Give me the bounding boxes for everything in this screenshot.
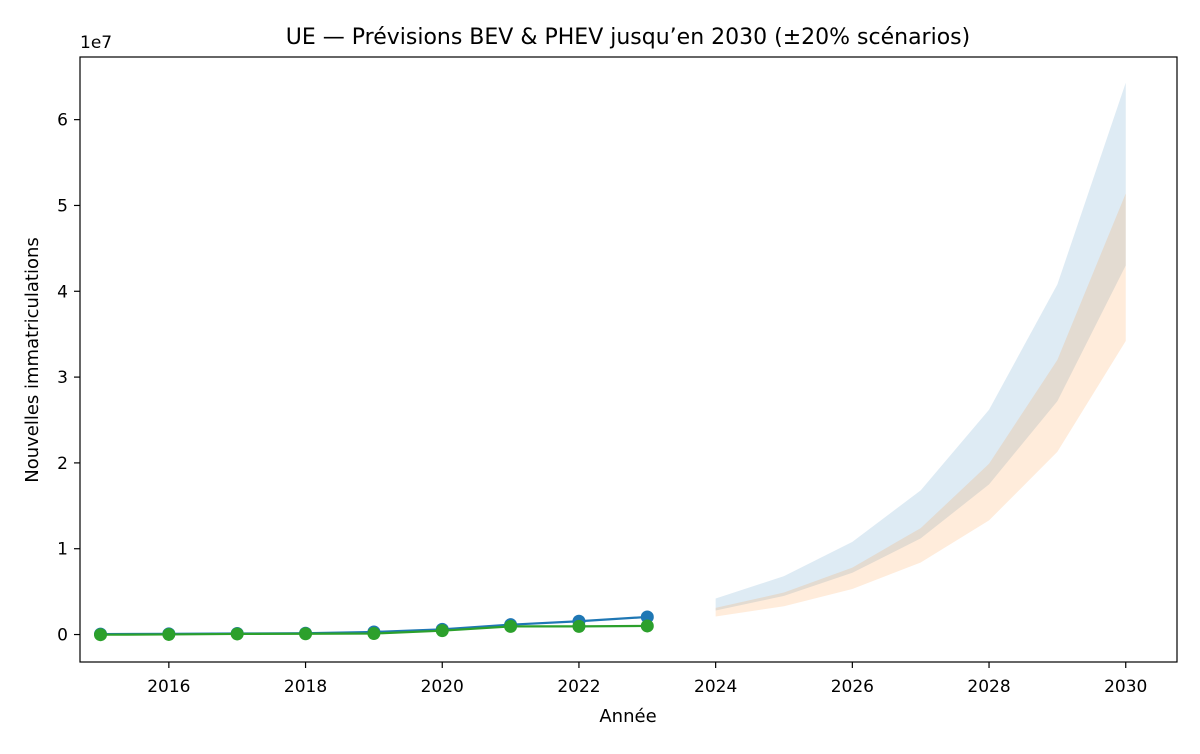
x-ticks-layer: 2016 2018 2020 2022 2024 2026 2028 2030 bbox=[147, 662, 1147, 697]
x-tick-label: 2030 bbox=[1104, 677, 1147, 697]
y-tick-label: 1 bbox=[57, 540, 68, 560]
x-tick-label: 2024 bbox=[694, 677, 737, 697]
y-axis-label: Nouvelles immatriculations bbox=[22, 237, 43, 483]
y-tick-label: 6 bbox=[57, 111, 68, 131]
series-1-point bbox=[640, 610, 654, 624]
forecast-band-2 bbox=[715, 193, 1126, 617]
x-axis-label: Année bbox=[599, 706, 656, 727]
series-2-point bbox=[162, 627, 176, 641]
x-tick-label: 2016 bbox=[147, 677, 190, 697]
y-tick-label: 4 bbox=[57, 282, 68, 302]
x-tick-label: 2022 bbox=[557, 677, 600, 697]
series-2-point bbox=[504, 619, 518, 633]
forecast-band-1 bbox=[715, 82, 1126, 611]
x-tick-label: 2028 bbox=[967, 677, 1010, 697]
series-2-point bbox=[94, 628, 108, 642]
chart-title: UE — Prévisions BEV & PHEV jusqu’en 2030… bbox=[286, 25, 970, 50]
x-tick-label: 2020 bbox=[421, 677, 464, 697]
bands-layer bbox=[715, 82, 1126, 617]
y-tick-label: 0 bbox=[57, 626, 68, 646]
series-2-point bbox=[367, 627, 381, 641]
y-tick-label: 3 bbox=[57, 368, 68, 388]
y-tick-label: 5 bbox=[57, 196, 68, 216]
y-tick-label: 2 bbox=[57, 454, 68, 474]
series-2-point bbox=[230, 627, 244, 641]
plot-frame bbox=[79, 56, 1178, 663]
series-layer bbox=[94, 610, 654, 642]
x-tick-label: 2026 bbox=[831, 677, 874, 697]
x-tick-label: 2018 bbox=[284, 677, 327, 697]
series-2-point bbox=[640, 619, 654, 633]
y-scale-label: 1e7 bbox=[80, 33, 112, 53]
y-ticks-layer: 0 1 2 3 4 5 6 bbox=[57, 111, 80, 646]
series-2-point bbox=[435, 624, 449, 638]
series-2-point bbox=[572, 619, 586, 633]
series-2-point bbox=[299, 627, 313, 641]
